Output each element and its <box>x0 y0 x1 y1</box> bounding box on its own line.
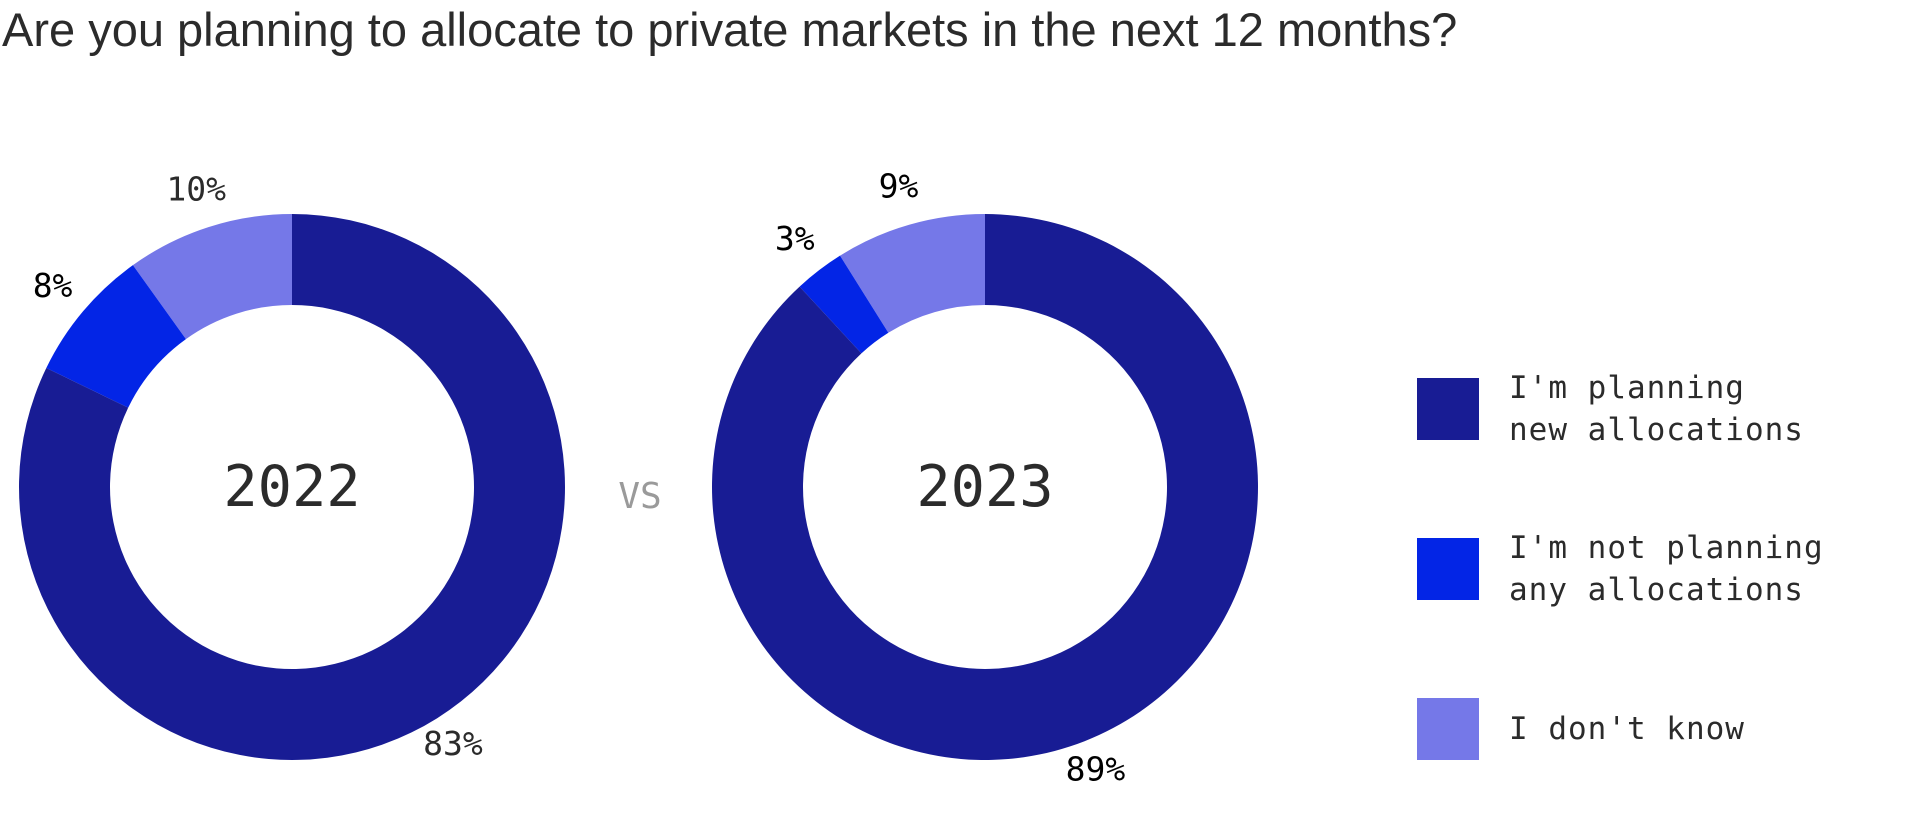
legend-item-dont-know: I don't know <box>1417 698 1897 760</box>
value-label-2022-dont-know: 10% <box>166 170 226 209</box>
legend-swatch-planning <box>1417 378 1479 440</box>
legend-item-not-planning: I'm not planning any allocations <box>1417 530 1897 608</box>
legend-item-planning: I'm planning new allocations <box>1417 370 1897 448</box>
legend-swatch-not-planning <box>1417 538 1479 600</box>
donut-segment-2023-not-planning <box>799 255 889 354</box>
donut-segment-2023-dont-know <box>840 214 985 333</box>
vs-label: VS <box>618 476 661 517</box>
value-label-2023-planning: 89% <box>1066 750 1126 789</box>
donut-chart-2022: 10% 8% 83% 2022 <box>18 170 565 763</box>
legend-label-dont-know: I don't know <box>1509 711 1745 747</box>
value-label-2022-planning: 83% <box>423 724 483 763</box>
value-label-2022-not-planning: 8% <box>33 266 73 305</box>
donut-charts: 10% 8% 83% 2022 VS 9% 3% 89% 2023 <box>18 167 1258 789</box>
donut-segment-2022-planning <box>18 214 565 760</box>
legend-label-not-planning: I'm not planning any allocations <box>1509 530 1824 608</box>
legend-swatch-dont-know <box>1417 698 1479 760</box>
year-label-2023: 2023 <box>916 454 1053 520</box>
legend-label-planning: I'm planning new allocations <box>1509 370 1804 448</box>
donut-segment-2022-dont-know <box>132 214 292 340</box>
year-label-2022: 2022 <box>223 454 360 520</box>
chart-title: Are you planning to allocate to private … <box>2 3 1458 56</box>
donut-chart-2023: 9% 3% 89% 2023 <box>711 167 1258 789</box>
value-label-2023-dont-know: 9% <box>879 167 919 206</box>
donut-segment-2023-planning <box>711 214 1258 760</box>
value-label-2023-not-planning: 3% <box>775 219 815 258</box>
donut-segment-2022-not-planning <box>46 265 186 408</box>
